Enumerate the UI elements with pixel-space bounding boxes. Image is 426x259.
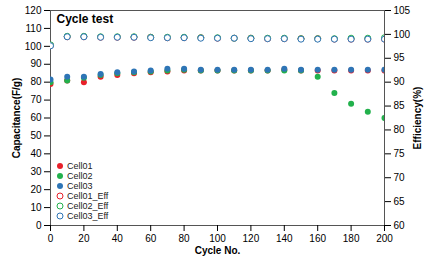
svg-text:120: 120 — [243, 233, 260, 244]
svg-text:90: 90 — [30, 58, 42, 69]
svg-text:140: 140 — [276, 233, 293, 244]
svg-text:50: 50 — [30, 130, 42, 141]
svg-text:0: 0 — [36, 220, 42, 231]
svg-text:Cycle No.: Cycle No. — [195, 245, 241, 256]
svg-text:60: 60 — [145, 233, 157, 244]
html-text:Cell02: Cell02 — [67, 171, 93, 181]
svg-text:80: 80 — [179, 233, 191, 244]
svg-text:Capacitance(F/g): Capacitance(F/g) — [11, 78, 22, 159]
svg-text:70: 70 — [394, 172, 406, 183]
html-text:Cell02_Eff: Cell02_Eff — [67, 201, 109, 211]
svg-text:0: 0 — [48, 233, 54, 244]
svg-text:40: 40 — [112, 233, 124, 244]
svg-text:10: 10 — [30, 202, 42, 213]
svg-text:85: 85 — [394, 100, 406, 111]
svg-text:95: 95 — [394, 52, 406, 63]
svg-text:90: 90 — [394, 76, 406, 87]
svg-text:65: 65 — [394, 196, 406, 207]
svg-text:100: 100 — [25, 41, 42, 52]
svg-text:75: 75 — [394, 148, 406, 159]
svg-text:200: 200 — [376, 233, 393, 244]
html-text:Cell01_Eff: Cell01_Eff — [67, 191, 109, 201]
svg-text:70: 70 — [30, 94, 42, 105]
svg-text:20: 20 — [30, 184, 42, 195]
html-text:Cell03: Cell03 — [67, 181, 93, 191]
svg-text:Efficiency(%): Efficiency(%) — [412, 87, 423, 150]
svg-text:105: 105 — [394, 5, 411, 16]
svg-text:180: 180 — [343, 233, 360, 244]
svg-text:Cycle test: Cycle test — [57, 12, 114, 26]
svg-text:40: 40 — [30, 148, 42, 159]
svg-text:110: 110 — [26, 23, 42, 34]
svg-text:160: 160 — [309, 233, 326, 244]
svg-text:80: 80 — [30, 76, 42, 87]
svg-text:120: 120 — [25, 5, 42, 16]
html-text:Cell03_Eff: Cell03_Eff — [67, 211, 109, 221]
svg-text:20: 20 — [78, 233, 90, 244]
html-text:Cell01: Cell01 — [67, 161, 93, 171]
svg-text:30: 30 — [30, 166, 42, 177]
svg-text:100: 100 — [209, 233, 226, 244]
svg-text:100: 100 — [394, 29, 411, 40]
svg-text:80: 80 — [394, 124, 406, 135]
svg-text:60: 60 — [394, 220, 406, 231]
svg-text:60: 60 — [30, 112, 42, 123]
